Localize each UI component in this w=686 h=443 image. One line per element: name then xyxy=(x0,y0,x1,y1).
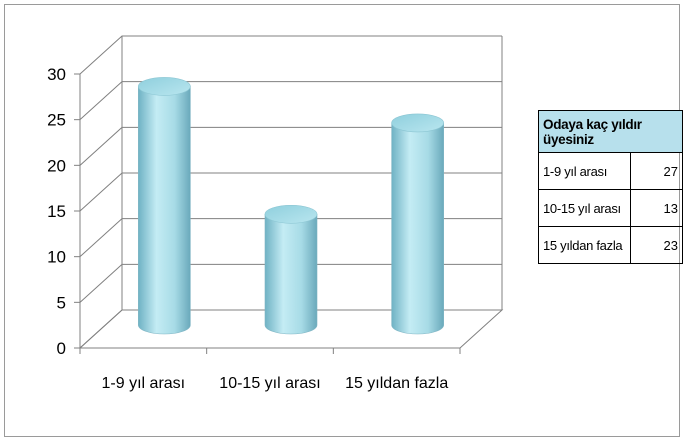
table-row: 15 yıldan fazla 23 xyxy=(538,226,683,264)
bars xyxy=(138,77,444,335)
bar-top xyxy=(391,113,444,133)
bar-top xyxy=(264,204,318,224)
table-cell-value: 27 xyxy=(630,152,683,190)
bar-body xyxy=(391,122,444,335)
table-row: 1-9 yıl arası 27 xyxy=(538,152,683,190)
x-tick-label: 1-9 yıl arası xyxy=(102,375,186,392)
gridlines xyxy=(79,35,502,349)
table-cell-value: 13 xyxy=(630,189,683,227)
y-tick-label: 20 xyxy=(47,156,66,175)
table-header-row: Odaya kaç yıldır üyesiniz xyxy=(538,110,683,153)
table-cell-value: 23 xyxy=(630,226,683,264)
table-row: 10-15 yıl arası 13 xyxy=(538,189,683,227)
y-tick-label: 10 xyxy=(47,248,66,267)
x-tick-label: 10-15 yıl arası xyxy=(219,375,320,392)
table-cell-label: 15 yıldan fazla xyxy=(538,226,631,264)
x-axis: 1-9 yıl arası 10-15 yıl arası 15 yıldan fa… xyxy=(79,348,461,392)
data-table: Odaya kaç yıldır üyesiniz 1-9 yıl arası … xyxy=(538,110,683,264)
y-tick-label: 15 xyxy=(47,202,66,221)
gridline xyxy=(79,218,502,258)
bar-body xyxy=(264,213,318,335)
y-tick-label: 0 xyxy=(57,339,66,358)
y-tick-label: 25 xyxy=(47,111,66,130)
bar xyxy=(264,204,318,335)
y-tick-label: 5 xyxy=(57,293,66,312)
bar-body xyxy=(138,86,191,335)
gridline xyxy=(79,81,502,121)
gridline xyxy=(79,309,502,349)
bar xyxy=(138,77,191,335)
gridline xyxy=(79,172,502,212)
table-cell-label: 1-9 yıl arası xyxy=(538,152,631,190)
table-header: Odaya kaç yıldır üyesiniz xyxy=(538,110,683,153)
y-axis: 0 5 10 15 20 25 30 xyxy=(47,65,80,358)
gridline xyxy=(79,263,502,303)
gridline xyxy=(79,35,502,75)
table-cell-label: 10-15 yıl arası xyxy=(538,189,631,227)
bar xyxy=(391,113,444,335)
gridline xyxy=(79,126,502,166)
y-tick-label: 30 xyxy=(47,65,66,84)
x-tick-label: 15 yıldan fazla xyxy=(345,375,448,392)
bar-top xyxy=(138,77,191,96)
